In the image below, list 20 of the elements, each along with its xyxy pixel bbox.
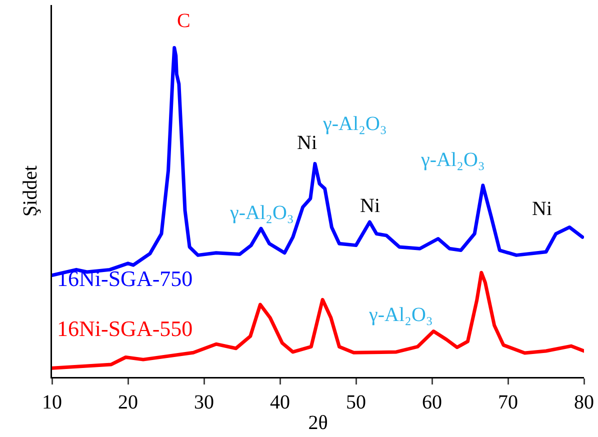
annotation: Ni: [532, 198, 552, 220]
text: C: [177, 10, 190, 32]
annotation: Ni: [297, 132, 318, 154]
x-axis-title: 2θ: [308, 412, 328, 434]
annotation: γ-Al₂O₃: [322, 113, 387, 135]
series-label: 16Ni-SGA-550: [57, 316, 193, 341]
y-axis-title: Şiddet: [19, 165, 42, 217]
annotation: γ-Al₂O₃: [229, 202, 294, 224]
x-tick-label: 20: [118, 392, 138, 414]
annotation: Ni: [360, 195, 380, 217]
x-tick-label: 40: [270, 392, 290, 414]
x-tick-label: 50: [346, 392, 366, 414]
annotation: γ-Al₂O₃: [420, 149, 485, 171]
x-tick-label: 30: [194, 392, 214, 414]
x-tick-label: 60: [422, 392, 442, 414]
x-tick-label: 80: [574, 392, 594, 414]
annotation: γ-Al₂O₃: [368, 304, 433, 326]
x-tick-label: 10: [42, 392, 62, 414]
x-tick-label: 70: [498, 392, 518, 414]
series-label: 16Ni-SGA-750: [57, 266, 193, 291]
